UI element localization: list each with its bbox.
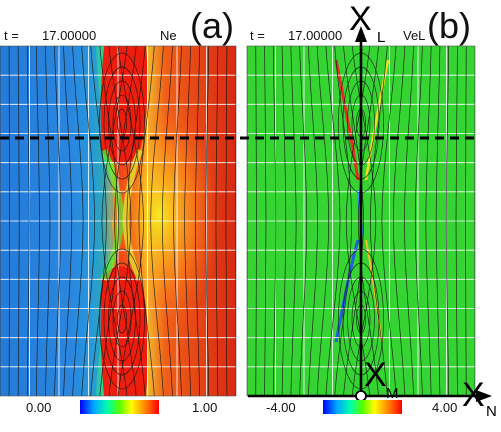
panel-b-field-line — [445, 46, 450, 396]
panel-a-plot — [0, 46, 236, 396]
panel-a-field-line — [173, 46, 182, 396]
panel-a-xpoint-halo-right — [122, 148, 143, 282]
panel-b-field-line — [272, 46, 277, 396]
panel-a-field-line — [45, 46, 51, 396]
panel-b-field-line — [308, 46, 318, 396]
panel-a-island-contour — [112, 290, 132, 348]
panel-b-field-line — [455, 46, 458, 396]
panel-b-field-line — [392, 46, 406, 396]
panel-a-island-contour — [108, 80, 136, 166]
panel-a-island-contour — [108, 276, 136, 362]
panel-b-time-value: 17.00000 — [288, 28, 343, 43]
panel-b-field-line — [325, 46, 341, 396]
panel-a-field-line — [63, 46, 73, 396]
panel-a-island-contour — [103, 262, 141, 376]
panel-a-field-line — [101, 46, 128, 396]
panel-a-colorbar — [80, 400, 159, 414]
panel-a-field-line — [205, 46, 210, 396]
panel-a-field-line — [35, 46, 40, 396]
n-axis-arrowhead — [476, 390, 492, 402]
m-axis-sub: M — [386, 385, 399, 402]
panel-b-colorbar — [323, 400, 402, 414]
panel-b-streak-top2 — [364, 59, 390, 181]
panel-a-field-line — [17, 46, 20, 396]
panel-a-field-line — [161, 46, 173, 396]
n-axis-sub: N — [486, 403, 497, 420]
panel-b-field-line — [343, 46, 365, 396]
panel-b-field-line — [316, 46, 330, 396]
panel-a-label: (a) — [190, 5, 234, 46]
panel-a-time-label: t = — [4, 28, 19, 43]
panel-a-field-line — [90, 46, 107, 396]
panel-a-field-line — [215, 46, 219, 396]
panel-b-time-label: t = — [250, 28, 265, 43]
panel-b-field-line — [381, 46, 397, 396]
panel-b-field-line — [414, 46, 423, 396]
panel-b-field-line — [425, 46, 432, 396]
panel-b-field-line — [299, 46, 308, 396]
panel-a-time-value: 17.00000 — [42, 28, 97, 43]
panel-a-field-line — [114, 46, 137, 396]
panel-a-field-line — [138, 46, 155, 396]
panel-a-island-contour — [99, 248, 145, 390]
panel-a-field-line — [225, 46, 228, 396]
m-axis-x: X — [364, 356, 387, 394]
panel-a-xpoint-halo — [100, 148, 124, 282]
panel-a-frame — [0, 45, 237, 397]
panel-a-field-line — [194, 46, 201, 396]
panel-b-colorbar-min: -4.00 — [266, 400, 296, 415]
panel-a-field-line — [72, 46, 84, 396]
panel-a-field-line — [184, 46, 191, 396]
l-axis-arrowhead — [355, 26, 367, 42]
panel-a-field-line — [117, 46, 144, 396]
panel-b-colorbar-max: 4.00 — [432, 400, 458, 415]
panel-a-variable: Ne — [160, 28, 177, 43]
panel-b-variable: VeL — [403, 28, 426, 43]
l-axis-sub: L — [377, 29, 386, 46]
panel-b-field-line — [290, 46, 297, 396]
panel-b-field-line — [465, 46, 467, 396]
panel-b-field-line — [255, 46, 257, 396]
panel-b-field-line — [334, 46, 353, 396]
panel-a-island-contour — [103, 66, 141, 180]
l-axis-x: X — [349, 0, 372, 38]
panel-a-field-line — [81, 46, 96, 396]
n-axis-x: X — [462, 376, 485, 414]
panel-b-field-line — [369, 46, 388, 396]
panel-b-field-line — [264, 46, 267, 396]
panel-b-field-line — [404, 46, 414, 396]
panel-a-island-contour — [117, 304, 127, 334]
panel-a-field-line — [150, 46, 164, 396]
panel-a-field-line — [99, 46, 119, 396]
panel-a-colorbar-max: 1.00 — [192, 400, 218, 415]
panel-b-field-line — [357, 46, 379, 396]
panel-b-field-line — [435, 46, 441, 396]
panel-a-field-line — [54, 46, 62, 396]
panel-b-label: (b) — [427, 5, 471, 46]
panel-a-island-contour — [112, 94, 132, 152]
panel-a-field-line — [26, 46, 30, 396]
panel-a-colorbar-min: 0.00 — [26, 400, 52, 415]
panel-a-island-contour — [99, 52, 145, 194]
panel-b-field-line — [281, 46, 287, 396]
